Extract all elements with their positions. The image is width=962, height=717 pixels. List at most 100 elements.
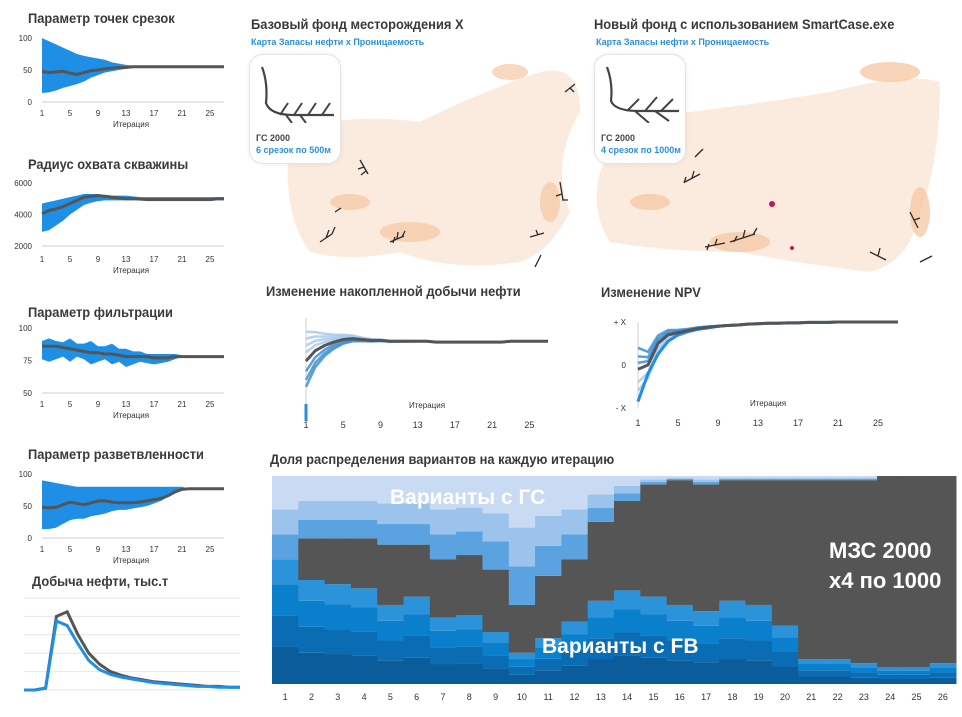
bar-fb-segment xyxy=(298,626,326,653)
bar-mzs-segment xyxy=(508,604,536,653)
bar-fb-segment xyxy=(798,659,825,665)
x-tick-label: 5 xyxy=(341,420,346,430)
bar-fb-segment xyxy=(719,617,747,639)
bar-fb-segment xyxy=(561,621,589,635)
x-tick-label: 13 xyxy=(413,420,423,430)
x-tick-label: 12 xyxy=(570,692,580,702)
bar-fb-segment xyxy=(666,604,694,621)
bar-fb-segment xyxy=(456,646,483,664)
chart-title-cuts: Параметр точек срезок xyxy=(28,10,175,26)
map2-card-line1: ГС 2000 xyxy=(601,133,636,143)
x-tick-label: 3 xyxy=(335,692,340,702)
x-tick-label: 21 xyxy=(806,692,816,702)
bar-fb-segment xyxy=(850,663,878,668)
x-tick-label: 5 xyxy=(68,545,73,554)
bar-gs-segment xyxy=(587,476,615,495)
bar-fb-segment xyxy=(350,607,378,632)
bar-fb-segment xyxy=(350,588,378,608)
x-tick-label: 5 xyxy=(388,692,393,702)
chart-title-npv: Изменение NPV xyxy=(601,284,701,300)
x-tick-label: 13 xyxy=(753,418,763,428)
variant-line xyxy=(304,339,549,381)
bar-mzs-segment xyxy=(692,484,720,612)
annotation-mzs-line2: x4 по 1000 xyxy=(829,568,942,593)
series-line xyxy=(41,487,224,510)
bar-fb-segment xyxy=(745,640,773,661)
bar-gs-segment xyxy=(377,503,405,525)
bar-gs-segment xyxy=(403,503,431,525)
well-schematic-icon xyxy=(260,66,334,123)
bar-fb-segment xyxy=(850,677,878,684)
y-tick-label: 0 xyxy=(28,534,33,543)
bar-mzs-segment xyxy=(798,480,825,660)
bar-gs-segment xyxy=(824,478,852,481)
x-axis-label: Итерация xyxy=(113,556,149,565)
x-tick-label: 1 xyxy=(40,255,45,264)
bar-mzs-segment xyxy=(745,480,773,605)
bar-gs-segment xyxy=(587,494,615,509)
y-tick-label: 6000 xyxy=(14,179,32,188)
x-tick-label: 7 xyxy=(440,692,445,702)
bar-mzs-segment xyxy=(482,569,510,632)
bar-fb-segment xyxy=(482,632,510,643)
x-tick-label: 16 xyxy=(675,692,685,702)
x-tick-label: 9 xyxy=(378,420,383,430)
x-tick-label: 25 xyxy=(912,692,922,702)
x-tick-label: 13 xyxy=(122,255,131,264)
bar-fb-segment xyxy=(640,657,668,684)
bar-fb-segment xyxy=(666,660,694,684)
bar-mzs-segment xyxy=(298,538,326,580)
bar-fb-segment xyxy=(929,667,957,673)
bar-fb-segment xyxy=(771,651,799,667)
band-area xyxy=(42,194,224,232)
x-tick-label: 9 xyxy=(96,255,101,264)
y-tick-label: 100 xyxy=(19,470,33,479)
bar-gs-segment xyxy=(745,476,773,478)
bar-gs-segment xyxy=(429,476,457,510)
series-line-1 xyxy=(637,320,898,371)
chart-title-branching: Параметр разветвленности xyxy=(28,446,204,462)
bar-gs-segment xyxy=(587,508,615,522)
bar-gs-segment xyxy=(508,527,536,567)
x-tick-label: 17 xyxy=(150,400,159,409)
bar-fb-segment xyxy=(850,672,878,678)
chart-title-cumulative: Изменение накопленной добычи нефти xyxy=(266,283,521,299)
bar-fb-segment xyxy=(324,584,352,605)
annotation-mzs-line1: МЗС 2000 xyxy=(829,538,932,563)
bar-gs-segment xyxy=(666,478,694,481)
bar-gs-segment xyxy=(640,479,668,482)
x-tick-label: 18 xyxy=(727,692,737,702)
map2-title: Новый фонд с использованием SmartCase.ex… xyxy=(594,16,895,32)
bar-fb-segment xyxy=(350,655,378,684)
bar-fb-segment xyxy=(719,600,747,618)
bar-gs-segment xyxy=(298,519,326,539)
bar-fb-segment xyxy=(482,642,510,656)
x-tick-label: 4 xyxy=(362,692,367,702)
bar-fb-segment xyxy=(640,635,668,658)
x-tick-label: 9 xyxy=(96,545,101,554)
map1-well-card: ГС 2000 6 срезок по 500м xyxy=(249,54,341,164)
bar-fb-segment xyxy=(377,620,405,641)
x-tick-label: 10 xyxy=(517,692,527,702)
bar-gs-segment xyxy=(561,534,589,560)
bar-fb-segment xyxy=(745,660,773,684)
bar-mzs-segment xyxy=(929,476,957,664)
bar-fb-segment xyxy=(272,559,299,585)
bar-fb-segment xyxy=(456,615,483,630)
x-tick-label: 11 xyxy=(544,692,553,702)
bar-gs-segment xyxy=(324,519,352,539)
bar-fb-segment xyxy=(429,617,457,631)
x-tick-label: 25 xyxy=(206,545,215,554)
bar-fb-segment xyxy=(482,655,510,669)
bar-fb-segment xyxy=(745,620,773,641)
x-tick-label: 23 xyxy=(859,692,869,702)
bar-gs-segment xyxy=(614,485,641,494)
bar-gs-segment xyxy=(561,476,589,510)
bar-fb-segment xyxy=(377,604,405,621)
chart-title-distribution: Доля распределения вариантов на каждую и… xyxy=(270,451,615,467)
y-tick-label: 50 xyxy=(23,66,32,75)
bar-gs-segment xyxy=(692,479,720,482)
x-axis-label: Итерация xyxy=(409,401,445,410)
y-tick-label: 4000 xyxy=(14,211,32,220)
x-tick-label: 25 xyxy=(206,109,215,118)
